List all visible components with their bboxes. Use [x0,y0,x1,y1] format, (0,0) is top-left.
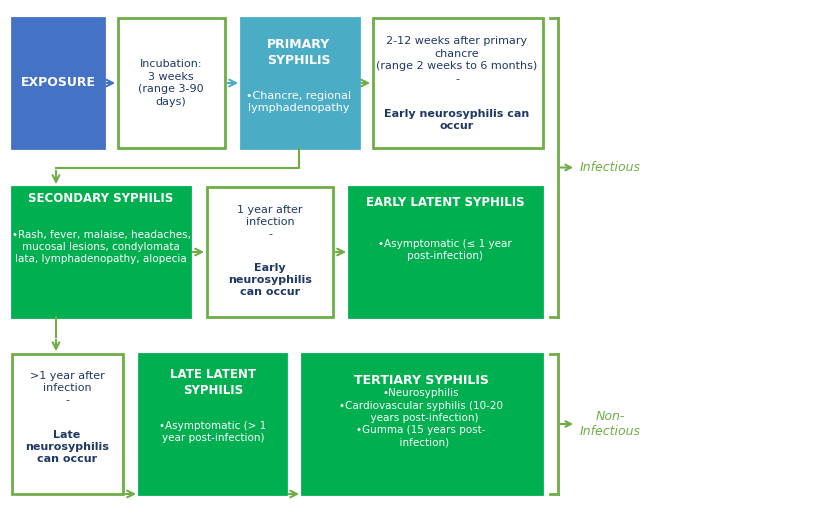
Text: Incubation:
3 weeks
(range 3-90
days): Incubation: 3 weeks (range 3-90 days) [138,59,204,106]
Bar [12,187,190,317]
Text: 1 year after
infection
-: 1 year after infection - [237,204,303,239]
Text: •Asymptomatic (≤ 1 year
post-infection): •Asymptomatic (≤ 1 year post-infection) [378,239,512,261]
Bar [302,354,542,494]
Text: SECONDARY SYPHILIS: SECONDARY SYPHILIS [29,192,173,204]
Text: •Neurosyphilis
•Cardiovascular syphilis (10-20
  years post-infection)
•Gumma (1: •Neurosyphilis •Cardiovascular syphilis … [339,388,503,448]
Text: •Asymptomatic (> 1
year post-infection): •Asymptomatic (> 1 year post-infection) [160,421,267,443]
Text: EARLY LATENT SYPHILIS: EARLY LATENT SYPHILIS [366,196,524,209]
Bar [12,18,104,148]
Text: Early neurosyphilis can
occur: Early neurosyphilis can occur [384,109,529,131]
Bar [12,354,123,494]
Text: Late
neurosyphilis
can occur: Late neurosyphilis can occur [25,430,109,465]
Text: LATE LATENT
SYPHILIS: LATE LATENT SYPHILIS [170,368,256,398]
Text: •Chancre, regional
lymphadenopathy: •Chancre, regional lymphadenopathy [246,91,352,113]
Text: Infectious: Infectious [580,161,641,174]
Bar [241,18,359,148]
Text: Non-
Infectious: Non- Infectious [580,410,641,438]
Text: TERTIARY SYPHILIS: TERTIARY SYPHILIS [353,374,488,387]
Text: PRIMARY
SYPHILIS: PRIMARY SYPHILIS [267,37,330,66]
Text: •Rash, fever, malaise, headaches,
mucosal lesions, condylomata
lata, lymphadenop: •Rash, fever, malaise, headaches, mucosa… [11,229,191,264]
Text: EXPOSURE: EXPOSURE [20,76,96,89]
Text: >1 year after
infection
-: >1 year after infection - [29,371,105,405]
Bar [207,187,333,317]
Bar [118,18,225,148]
Bar [373,18,543,148]
Bar [349,187,542,317]
Text: Early
neurosyphilis
can occur: Early neurosyphilis can occur [228,263,312,297]
Text: 2-12 weeks after primary
chancre
(range 2 weeks to 6 months)
-: 2-12 weeks after primary chancre (range … [376,36,537,84]
Bar [139,354,286,494]
